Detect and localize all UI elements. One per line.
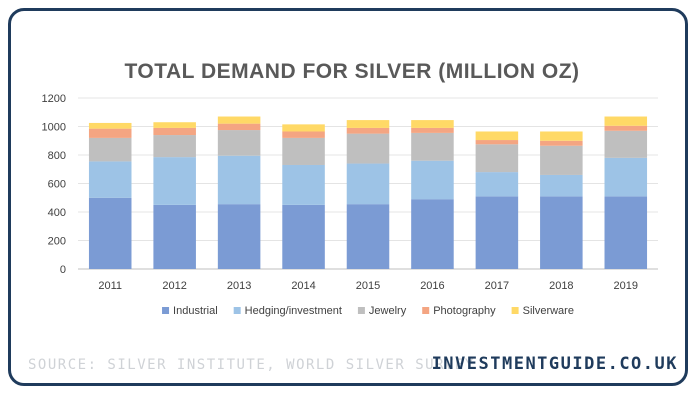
bar-segment — [153, 122, 196, 128]
legend-label: Industrial — [173, 305, 218, 317]
y-tick-label: 1000 — [42, 122, 66, 134]
bar-segment — [346, 120, 390, 128]
y-tick-label: 0 — [60, 264, 66, 276]
bar-segment — [540, 145, 583, 175]
bar-segment — [88, 161, 132, 198]
bar-segment — [540, 131, 583, 141]
bar-segment — [282, 204, 325, 269]
legend-item: Industrial — [162, 305, 218, 317]
bar-segment — [411, 132, 454, 161]
bar-segment — [282, 164, 325, 205]
bar-segment — [411, 199, 454, 269]
bar-segment — [540, 174, 583, 197]
bar-segment — [604, 130, 648, 158]
bar-segment — [604, 116, 648, 126]
y-tick-label: 600 — [48, 179, 66, 191]
bar-segment — [282, 137, 325, 165]
bar-segment — [346, 127, 390, 134]
bars — [88, 116, 648, 269]
bar-segment — [475, 196, 519, 269]
x-tick-label: 2019 — [614, 280, 638, 292]
bar-segment — [88, 137, 132, 162]
bar-segment — [217, 116, 261, 124]
x-tick-label: 2014 — [291, 280, 315, 292]
legend-label: Silverware — [523, 305, 574, 317]
legend-swatch — [422, 307, 430, 314]
bar-segment — [540, 196, 583, 269]
bar-segment — [604, 157, 648, 197]
bar-segment — [346, 133, 390, 164]
legend-item: Hedging/investment — [233, 305, 342, 317]
bar-segment — [88, 122, 132, 129]
x-tick-label: 2018 — [549, 280, 573, 292]
x-tick-label: 2015 — [356, 280, 380, 292]
source-note: SOURCE: SILVER INSTITUTE, WORLD SILVER S… — [28, 357, 475, 373]
bar-segment — [88, 197, 132, 269]
bar-segment — [217, 123, 261, 131]
legend-label: Photography — [433, 305, 496, 317]
bar-segment — [153, 127, 196, 136]
bar-segment — [475, 144, 519, 173]
bar-segment — [411, 120, 454, 128]
bar-segment — [475, 140, 519, 145]
legend-swatch — [511, 307, 519, 314]
bar-segment — [217, 204, 261, 269]
y-tick-label: 800 — [48, 150, 66, 162]
bar-segment — [411, 160, 454, 200]
y-axis: 0 200 400 600 800 1000 1200 — [42, 93, 66, 276]
legend-label: Hedging/investment — [245, 305, 342, 317]
bar-segment — [604, 125, 648, 131]
legend-swatch — [357, 307, 365, 314]
bar-segment — [475, 131, 519, 141]
x-tick-label: 2011 — [98, 280, 122, 292]
bar-segment — [88, 128, 132, 138]
bar-segment — [217, 130, 261, 156]
legend-swatch — [233, 307, 241, 314]
x-axis: 2011 2012 2013 2014 2015 2016 2017 2018 2019 — [98, 280, 638, 292]
bar-segment — [153, 204, 196, 269]
bar-segment — [540, 140, 583, 146]
legend: Industrial Hedging/investment Jewelry Photo… — [162, 305, 574, 317]
legend-label: Jewelry — [369, 305, 407, 317]
x-tick-label: 2012 — [162, 280, 186, 292]
legend-swatch — [162, 307, 170, 314]
bar-segment — [153, 135, 196, 158]
chart-title: TOTAL DEMAND FOR SILVER (MILLION OZ) — [124, 60, 579, 83]
legend-item: Jewelry — [357, 305, 407, 317]
bar-segment — [282, 124, 325, 132]
bar-segment — [411, 127, 454, 133]
y-tick-label: 200 — [48, 236, 66, 248]
bar-segment — [346, 163, 390, 205]
y-tick-label: 400 — [48, 207, 66, 219]
bar-segment — [346, 204, 390, 269]
bar-segment — [217, 155, 261, 205]
bar-segment — [153, 157, 196, 205]
x-tick-label: 2016 — [420, 280, 444, 292]
legend-item: Silverware — [511, 305, 574, 317]
x-tick-label: 2017 — [485, 280, 509, 292]
bar-segment — [604, 196, 648, 269]
x-tick-label: 2013 — [227, 280, 251, 292]
bar-segment — [282, 131, 325, 138]
brand-link[interactable]: INVESTMENTGUIDE.CO.UK — [431, 354, 678, 374]
legend-item: Photography — [422, 305, 496, 317]
bar-segment — [475, 172, 519, 197]
y-tick-label: 1200 — [42, 93, 66, 105]
